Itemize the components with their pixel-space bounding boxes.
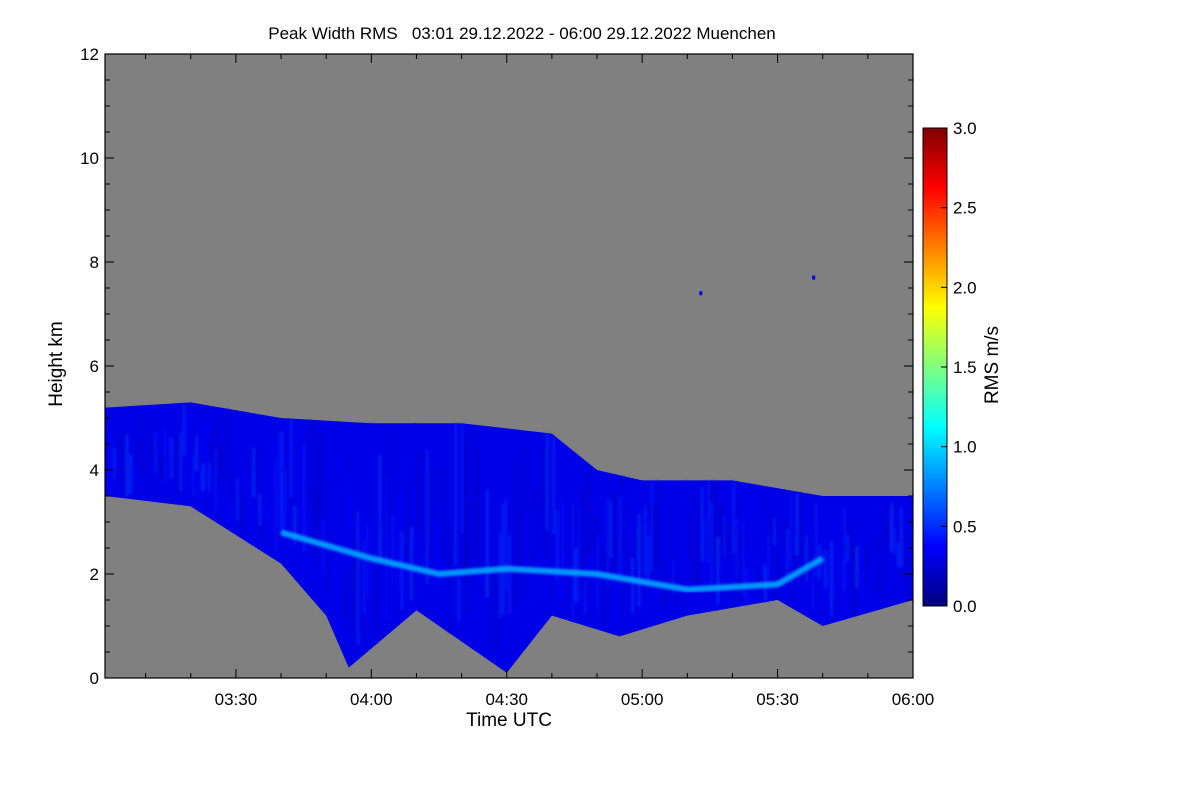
enhanced-band-line xyxy=(280,529,825,593)
colorbar-tick-label: 1.0 xyxy=(953,438,977,457)
y-tick-label: 0 xyxy=(90,669,99,688)
x-axis: 03:30 04:00 04:30 05:00 05:30 06:00 xyxy=(145,54,935,709)
x-tick-label: 04:30 xyxy=(485,690,528,709)
colorbar-tick-label: 0.0 xyxy=(953,597,977,616)
x-tick-label: 06:00 xyxy=(892,690,935,709)
x-tick-label: 05:30 xyxy=(756,690,799,709)
echo-layer xyxy=(105,402,913,673)
x-axis-label: Time UTC xyxy=(466,710,552,731)
colorbar-label: RMS m/s xyxy=(982,326,1003,404)
y-tick-label: 10 xyxy=(80,149,99,168)
colorbar-ticks: 0.0 0.5 1.0 1.5 2.0 2.5 3.0 xyxy=(941,119,977,616)
x-tick-label: 03:30 xyxy=(215,690,258,709)
chart-title: Peak Width RMS 03:01 29.12.2022 - 06:00 … xyxy=(268,24,776,43)
y-axis-label: Height km xyxy=(46,321,67,407)
isolated-echo-point xyxy=(699,291,703,296)
x-tick-label: 04:00 xyxy=(350,690,393,709)
y-axis: 0 2 4 6 8 10 12 xyxy=(80,45,913,688)
y-tick-label: 6 xyxy=(90,357,99,376)
echo-streaks xyxy=(105,402,912,654)
colorbar-tick-label: 2.0 xyxy=(953,278,977,297)
y-tick-label: 4 xyxy=(90,461,99,480)
isolated-echo-point xyxy=(812,275,816,280)
colorbar-tick-label: 2.5 xyxy=(953,199,977,218)
isolated-echoes xyxy=(699,275,816,296)
y-tick-label: 12 xyxy=(80,45,99,64)
x-tick-label: 05:00 xyxy=(621,690,664,709)
colorbar-tick-label: 0.5 xyxy=(953,517,977,536)
colorbar-tick-label: 3.0 xyxy=(953,119,977,138)
colorbar-tick-label: 1.5 xyxy=(953,358,977,377)
y-tick-label: 2 xyxy=(90,565,99,584)
y-tick-label: 8 xyxy=(90,253,99,272)
